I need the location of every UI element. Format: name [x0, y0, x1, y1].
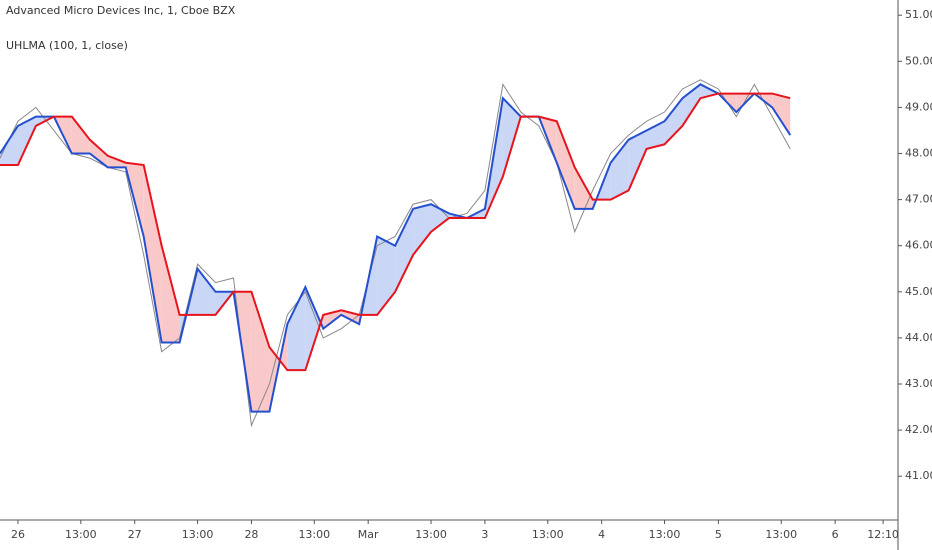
x-tick-label: Mar	[358, 528, 379, 541]
fill-band	[646, 121, 665, 149]
y-tick-label: 44.00	[905, 331, 932, 344]
fill-band	[556, 121, 575, 209]
indicator-label: UHLMA (100, 1, close)	[6, 39, 128, 52]
x-tick-label: 28	[244, 528, 258, 541]
fill-band	[502, 98, 521, 177]
x-tick-label: 13:00	[765, 528, 797, 541]
fill-band	[628, 130, 647, 191]
fill-band	[574, 167, 593, 209]
x-tick-label: 27	[128, 528, 142, 541]
x-tick-label: 4	[598, 528, 605, 541]
y-tick-label: 47.00	[905, 193, 932, 206]
plot-area	[0, 79, 792, 428]
y-tick-label: 43.00	[905, 377, 932, 390]
x-tick-label: 13:00	[298, 528, 330, 541]
x-tick-label: 13:00	[415, 528, 447, 541]
x-tick-label: 3	[481, 528, 488, 541]
fill-band	[772, 93, 791, 136]
chart-title: Advanced Micro Devices Inc, 1, Cboe BZX	[6, 4, 236, 17]
x-tick-label: 26	[11, 528, 25, 541]
fill-band	[89, 139, 108, 168]
fill-band	[431, 204, 449, 232]
fill-band	[377, 236, 396, 315]
fill-band	[251, 291, 270, 412]
x-tick-label: 13:00	[649, 528, 681, 541]
y-tick-label: 51.00	[905, 8, 932, 21]
x-tick-label: 13:00	[182, 528, 214, 541]
fill-band	[71, 116, 90, 154]
x-tick-label: 6	[832, 528, 839, 541]
x-tick-label: 13:00	[532, 528, 564, 541]
fill-band	[107, 155, 126, 168]
y-tick-label: 41.00	[905, 469, 932, 482]
series-line	[0, 92, 791, 372]
y-tick-label: 46.00	[905, 239, 932, 252]
fill-band	[287, 287, 306, 371]
y-tick-label: 49.00	[905, 100, 932, 113]
y-tick-label: 45.00	[905, 285, 932, 298]
fill-band	[143, 165, 162, 343]
y-tick-label: 50.00	[905, 54, 932, 67]
fill-band	[197, 268, 216, 315]
x-tick-label: 5	[715, 528, 722, 541]
fill-band	[413, 204, 432, 255]
series-line	[0, 83, 792, 413]
fill-band	[0, 125, 18, 166]
fill-band	[161, 245, 180, 343]
fill-band	[700, 84, 719, 99]
fill-band	[305, 287, 324, 371]
x-tick-label: 12:10	[867, 528, 899, 541]
fill-band	[610, 139, 629, 200]
fill-band	[682, 84, 701, 126]
y-tick-label: 48.00	[905, 147, 932, 160]
price-line	[0, 79, 791, 428]
y-tick-label: 42.00	[905, 423, 932, 436]
x-tick-label: 13:00	[65, 528, 97, 541]
fill-band	[395, 208, 414, 292]
fill-band	[664, 98, 683, 145]
